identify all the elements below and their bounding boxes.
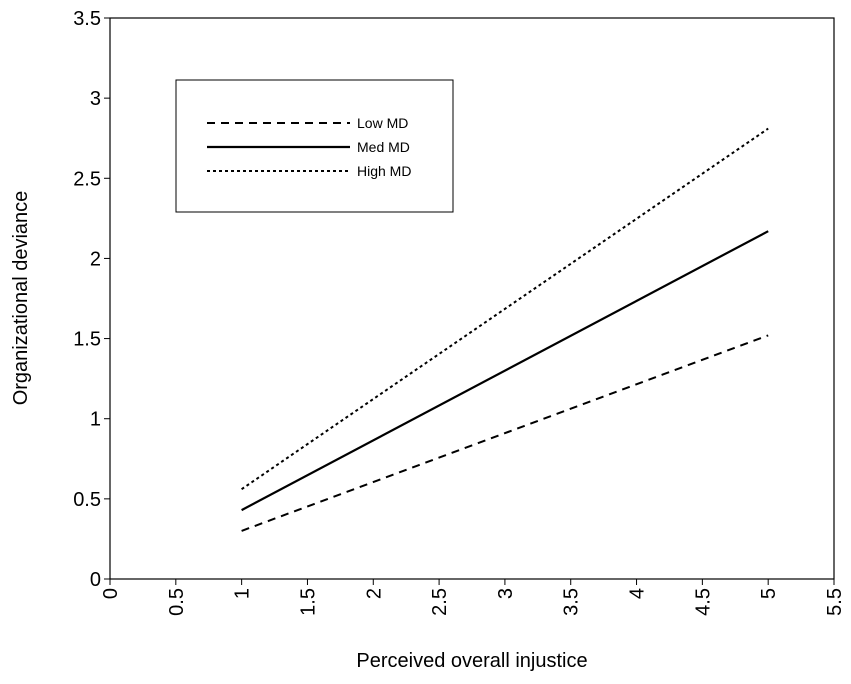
y-tick-label: 2 (90, 248, 101, 270)
y-axis: 0 0.5 1 1.5 2 2.5 3 3.5 (73, 8, 110, 591)
y-tick-label: 0.5 (73, 489, 101, 511)
series-line-med-md (241, 230, 769, 512)
x-axis-title: Perceived overall injustice (356, 650, 587, 672)
x-tick-label: 4 (627, 588, 649, 599)
x-tick-label: 2.5 (429, 588, 451, 616)
x-tick-label: 3 (495, 588, 517, 599)
x-tick-label: 4.5 (692, 588, 714, 616)
legend-label: High MD (357, 163, 411, 179)
x-tick-label: 5 (758, 588, 780, 599)
series-line-low-md (241, 334, 769, 532)
x-tick-label: 3.5 (561, 588, 583, 616)
x-tick-label: 1.5 (297, 588, 319, 616)
x-tick-label: 0.5 (166, 588, 188, 616)
y-tick-label: 0 (90, 569, 101, 591)
series-line-high-md (241, 127, 769, 491)
legend-label: Med MD (357, 139, 410, 155)
y-tick-label: 1 (90, 409, 101, 431)
x-axis: 0 0.5 1 1.5 2 2.5 3 3.5 4 4.5 5 5.5 (100, 579, 846, 616)
y-tick-label: 3 (90, 88, 101, 110)
y-tick-label: 2.5 (73, 168, 101, 190)
x-tick-label: 5.5 (824, 588, 846, 616)
y-axis-title: Organizational deviance (10, 191, 32, 406)
legend-entries: Low MD Med MD High MD (207, 115, 411, 179)
x-tick-label: 1 (232, 588, 254, 599)
y-tick-label: 1.5 (73, 329, 101, 351)
y-tick-label: 3.5 (73, 8, 101, 30)
series-layer (241, 127, 769, 532)
plot-frame (109, 17, 835, 580)
x-tick-label: 0 (100, 588, 122, 599)
legend-label: Low MD (357, 115, 408, 131)
legend: Low MD Med MD High MD (175, 79, 454, 213)
x-tick-label: 2 (363, 588, 385, 599)
